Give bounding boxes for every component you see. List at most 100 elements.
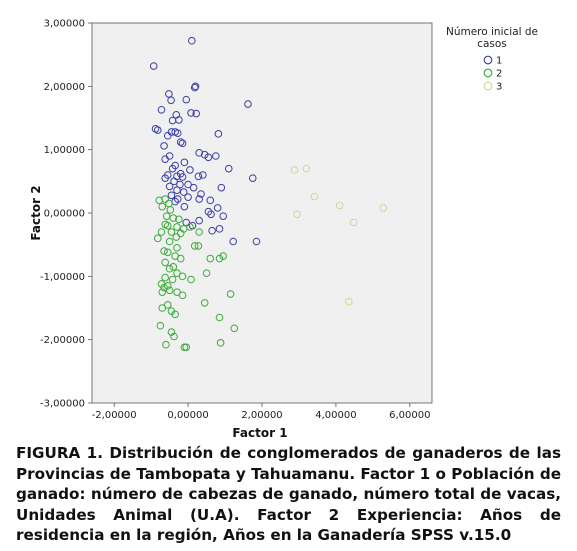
data-point-cluster-1	[182, 95, 191, 104]
x-tick-label: 2,00000	[241, 410, 282, 421]
data-point-cluster-1	[187, 109, 195, 117]
legend-marker-3	[483, 81, 493, 91]
data-point-cluster-1	[178, 139, 187, 148]
legend-label-1: 1	[496, 56, 502, 67]
data-point-cluster-2	[163, 248, 172, 257]
data-point-cluster-2	[156, 321, 165, 330]
x-tick-label: 0,00000	[167, 410, 208, 421]
data-point-cluster-1	[153, 126, 162, 134]
data-point-cluster-2	[178, 291, 187, 300]
data-point-cluster-2	[172, 233, 181, 241]
data-point-cluster-2	[161, 195, 169, 203]
legend-label-3: 3	[496, 82, 502, 93]
data-point-cluster-1	[149, 62, 158, 70]
data-point-cluster-2	[176, 254, 185, 263]
data-point-cluster-2	[169, 263, 178, 271]
data-point-cluster-2	[166, 206, 175, 214]
data-point-cluster-2	[158, 304, 167, 312]
y-tick-label: 0,00000	[44, 209, 85, 220]
data-point-cluster-2	[169, 214, 178, 222]
data-point-cluster-2	[163, 301, 172, 309]
data-point-cluster-3	[290, 166, 299, 174]
data-point-cluster-2	[186, 223, 194, 231]
data-point-cluster-1	[213, 204, 222, 212]
data-point-cluster-2	[161, 258, 169, 267]
data-point-cluster-1	[197, 190, 205, 198]
data-point-cluster-1	[184, 180, 192, 189]
data-point-cluster-2	[176, 229, 185, 238]
data-point-cluster-2	[160, 247, 168, 255]
data-point-cluster-1	[167, 191, 176, 200]
data-point-cluster-1	[184, 193, 192, 201]
data-point-cluster-2	[178, 272, 187, 281]
data-point-cluster-3	[349, 218, 358, 227]
data-point-cluster-3	[379, 204, 388, 212]
data-point-cluster-1	[165, 182, 174, 191]
data-point-cluster-2	[157, 228, 166, 236]
x-tick-label: -2,00000	[92, 410, 137, 421]
data-point-cluster-1	[219, 212, 227, 220]
y-tick-label: -1,00000	[40, 272, 85, 283]
data-point-cluster-2	[165, 237, 174, 246]
data-point-cluster-2	[182, 343, 191, 352]
legend-title-line-2: casos	[477, 38, 507, 50]
data-point-cluster-1	[206, 196, 215, 205]
data-point-cluster-1	[182, 218, 191, 227]
data-point-cluster-1	[157, 105, 166, 114]
data-point-cluster-1	[252, 237, 261, 246]
data-point-cluster-1	[179, 188, 188, 196]
legend-marker-2	[483, 68, 493, 78]
data-point-cluster-2	[195, 228, 203, 236]
data-point-cluster-2	[165, 264, 174, 273]
data-point-cluster-1	[224, 164, 233, 173]
data-point-cluster-1	[161, 174, 169, 182]
data-point-cluster-2	[163, 221, 172, 230]
data-point-cluster-1	[173, 195, 182, 203]
plot-area	[91, 22, 433, 404]
data-point-cluster-3	[345, 297, 353, 306]
data-point-cluster-2	[173, 269, 181, 277]
y-tick-label: 2,00000	[44, 82, 85, 93]
data-point-cluster-2	[187, 275, 195, 284]
data-point-cluster-2	[230, 324, 239, 333]
data-point-cluster-1	[215, 225, 224, 233]
y-axis: -3,00000 -2,00000 -1,00000 0,00000 1,00000 2,…	[40, 19, 92, 410]
data-point-cluster-2	[162, 340, 170, 349]
data-point-cluster-1	[204, 207, 213, 216]
data-point-cluster-1	[190, 83, 199, 92]
data-point-cluster-2	[173, 288, 181, 296]
data-point-cluster-2	[158, 202, 167, 211]
data-point-cluster-1	[192, 109, 201, 118]
data-point-cluster-1	[187, 36, 196, 45]
data-point-cluster-1	[208, 226, 216, 235]
data-point-cluster-1	[160, 142, 168, 150]
data-point-cluster-2	[219, 252, 227, 260]
data-point-cluster-1	[186, 166, 194, 174]
data-point-cluster-3	[293, 210, 301, 219]
data-point-cluster-1	[229, 237, 237, 246]
data-point-cluster-2	[173, 244, 181, 252]
data-point-cluster-2	[153, 234, 162, 243]
data-point-cluster-1	[180, 158, 189, 167]
legend-marker-1	[483, 55, 493, 65]
data-point-cluster-2	[171, 310, 179, 319]
y-axis-label: Factor 2	[29, 185, 43, 240]
y-tick-label: 1,00000	[44, 145, 85, 156]
data-point-cluster-2	[165, 286, 174, 295]
data-point-cluster-1	[214, 130, 223, 138]
data-point-cluster-2	[226, 290, 235, 298]
data-point-cluster-1	[178, 173, 187, 181]
data-point-cluster-1	[244, 100, 252, 108]
data-point-cluster-1	[163, 131, 172, 140]
y-tick-label: -2,00000	[40, 335, 85, 346]
data-point-cluster-1	[217, 183, 226, 192]
data-point-cluster-2	[216, 339, 225, 347]
data-point-cluster-2	[158, 288, 167, 296]
y-tick-label: 3,00000	[44, 19, 85, 30]
data-point-cluster-2	[202, 269, 211, 277]
data-point-cluster-1	[168, 116, 177, 125]
figure-caption: FIGURA 1. Distribución de conglomerados …	[16, 444, 561, 544]
data-point-cluster-2	[168, 275, 177, 284]
data-point-cluster-2	[200, 299, 209, 307]
legend: Número inicial de casos 1 2 3	[446, 26, 538, 93]
